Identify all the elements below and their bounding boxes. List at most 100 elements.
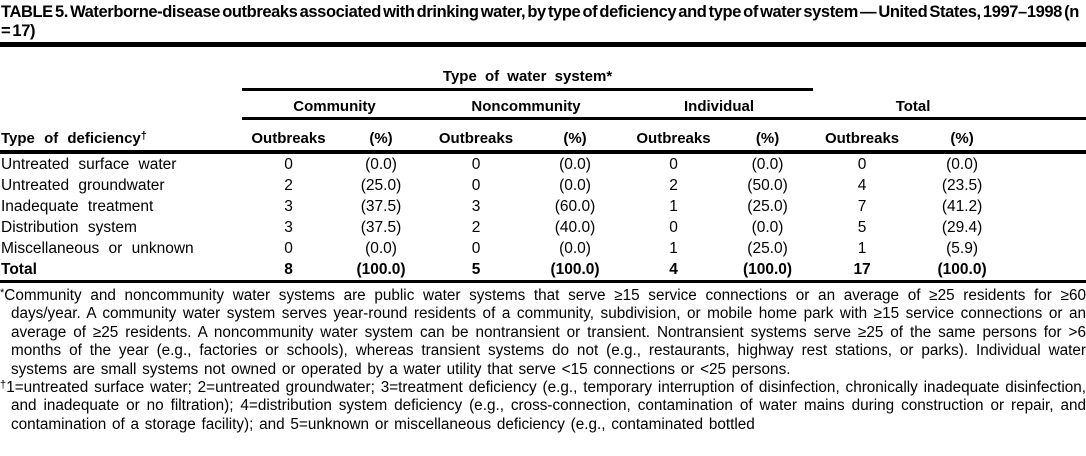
- row-label: Total: [0, 259, 242, 283]
- col-header-outbreaks: Outbreaks: [242, 118, 335, 154]
- cell-value: (0.0): [559, 239, 591, 257]
- dagger-footnote-marker: †: [140, 130, 147, 142]
- stub-header-label: Type of deficiency: [1, 130, 141, 147]
- col-header-percent: (%): [722, 118, 814, 154]
- footnote-water-system: *Community and noncommunity water system…: [0, 287, 1086, 379]
- cell-value: 0: [857, 155, 867, 173]
- cell-value: 1: [857, 239, 867, 257]
- cell-value: 3: [471, 197, 481, 215]
- cell-filler: [1013, 217, 1086, 238]
- footnote-text: 1=untreated surface water; 2=untreated g…: [6, 379, 1086, 433]
- cell-filler: [1013, 175, 1086, 196]
- table-row: Inadequate treatment 3 (37.5) 3 (60.0) 1…: [0, 196, 1086, 217]
- col-header-filler: [1013, 118, 1086, 154]
- cell-value: (0.0): [365, 239, 397, 257]
- asterisk-footnote-marker: *: [0, 287, 5, 299]
- col-header-percent: (%): [525, 118, 625, 154]
- cell-value: 2: [669, 176, 678, 194]
- cell-value: (0.0): [946, 155, 978, 173]
- col-header-outbreaks: Outbreaks: [427, 118, 525, 154]
- cell-value: 4: [625, 259, 722, 283]
- cell-value: 2: [471, 218, 481, 236]
- group-header-total: Total: [813, 89, 1014, 120]
- cell-value: (25.0): [747, 239, 788, 257]
- span-header-spacer: [813, 47, 1086, 90]
- cell-value: 17: [813, 259, 912, 283]
- cell-value: 0: [471, 155, 481, 173]
- table-row: Untreated surface water 0 (0.0) 0 (0.0) …: [0, 152, 1086, 175]
- group-header-community: Community: [242, 89, 427, 120]
- row-label: Inadequate treatment: [1, 197, 154, 215]
- cell-value: 5: [857, 218, 867, 236]
- cell-value: (37.5): [360, 197, 402, 215]
- span-header-row: Type of water system*: [0, 47, 1086, 91]
- cell-value: (0.0): [559, 155, 591, 173]
- table-title: TABLE 5. Waterborne-disease outbreaks as…: [1, 3, 1079, 40]
- table-row: Distribution system 3 (37.5) 2 (40.0) 0 …: [0, 217, 1086, 238]
- cell-value: (40.0): [554, 218, 596, 236]
- cell-filler: [1013, 152, 1086, 175]
- outbreaks-table: Type of water system* Community Noncommu…: [0, 47, 1086, 283]
- group-header-row: Community Noncommunity Individual Total: [0, 89, 1086, 120]
- span-header: Type of water system*: [242, 47, 814, 91]
- cell-filler: [1013, 259, 1086, 283]
- cell-value: (5.9): [946, 239, 978, 257]
- cell-value: 1: [669, 239, 678, 257]
- table-row-total: Total 8 (100.0) 5 (100.0) 4 (100.0) 17 (…: [0, 259, 1086, 283]
- group-header-noncommunity: Noncommunity: [427, 89, 625, 120]
- footnote-text: Community and noncommunity water systems…: [4, 287, 1086, 378]
- column-header-row: Type of deficiency† Outbreaks (%) Outbre…: [0, 118, 1086, 154]
- cell-value: 7: [857, 197, 867, 215]
- cell-value: 0: [284, 239, 293, 257]
- cell-value: 4: [857, 176, 867, 194]
- cell-value: 1: [669, 197, 678, 215]
- group-header-filler: [1013, 89, 1086, 120]
- table-row: Miscellaneous or unknown 0 (0.0) 0 (0.0)…: [0, 238, 1086, 259]
- cell-value: 0: [669, 218, 678, 236]
- cell-value: (25.0): [360, 176, 402, 194]
- cell-filler: [1013, 238, 1086, 259]
- cell-value: 0: [284, 155, 293, 173]
- cell-value: (100.0): [525, 259, 625, 283]
- table-row: Untreated groundwater 2 (25.0) 0 (0.0) 2…: [0, 175, 1086, 196]
- cell-value: (0.0): [559, 176, 591, 194]
- cell-value: 0: [669, 155, 678, 173]
- cell-value: (37.5): [360, 218, 402, 236]
- cell-value: 2: [284, 176, 293, 194]
- title-divider-rule: [0, 42, 1086, 47]
- row-label: Untreated surface water: [1, 155, 177, 173]
- col-header-outbreaks: Outbreaks: [625, 118, 722, 154]
- group-header-individual: Individual: [625, 89, 814, 120]
- row-label: Miscellaneous or unknown: [1, 239, 194, 257]
- cell-value: 3: [284, 197, 293, 215]
- cell-value: (100.0): [911, 259, 1014, 283]
- footnotes-section: *Community and noncommunity water system…: [0, 283, 1086, 434]
- cell-value: (0.0): [751, 155, 784, 173]
- cell-value: 0: [471, 239, 481, 257]
- row-label: Untreated groundwater: [1, 176, 165, 194]
- stub-spacer: [0, 47, 242, 90]
- stub-header: Type of deficiency†: [0, 118, 242, 154]
- row-label: Distribution system: [1, 218, 137, 236]
- cell-filler: [1013, 196, 1086, 217]
- cell-value: (100.0): [722, 259, 814, 283]
- document-page: TABLE 5. Waterborne-disease outbreaks as…: [0, 3, 1086, 434]
- dagger-footnote-marker: †: [0, 379, 7, 392]
- footnote-deficiency: †1=untreated surface water; 2=untreated …: [0, 379, 1086, 434]
- cell-value: (60.0): [554, 197, 596, 215]
- cell-value: (50.0): [747, 176, 788, 194]
- col-header-outbreaks: Outbreaks: [813, 118, 912, 154]
- cell-value: (29.4): [941, 218, 983, 236]
- cell-value: (0.0): [751, 218, 784, 236]
- cell-value: 0: [471, 176, 481, 194]
- cell-value: (0.0): [365, 155, 397, 173]
- col-header-percent: (%): [335, 118, 427, 154]
- cell-value: 3: [284, 218, 293, 236]
- cell-value: (41.2): [941, 197, 983, 215]
- cell-value: 8: [242, 259, 335, 283]
- cell-value: (100.0): [335, 259, 427, 283]
- stub-spacer: [0, 90, 242, 119]
- cell-value: (25.0): [747, 197, 788, 215]
- cell-value: 5: [427, 259, 525, 283]
- cell-value: (23.5): [941, 176, 983, 194]
